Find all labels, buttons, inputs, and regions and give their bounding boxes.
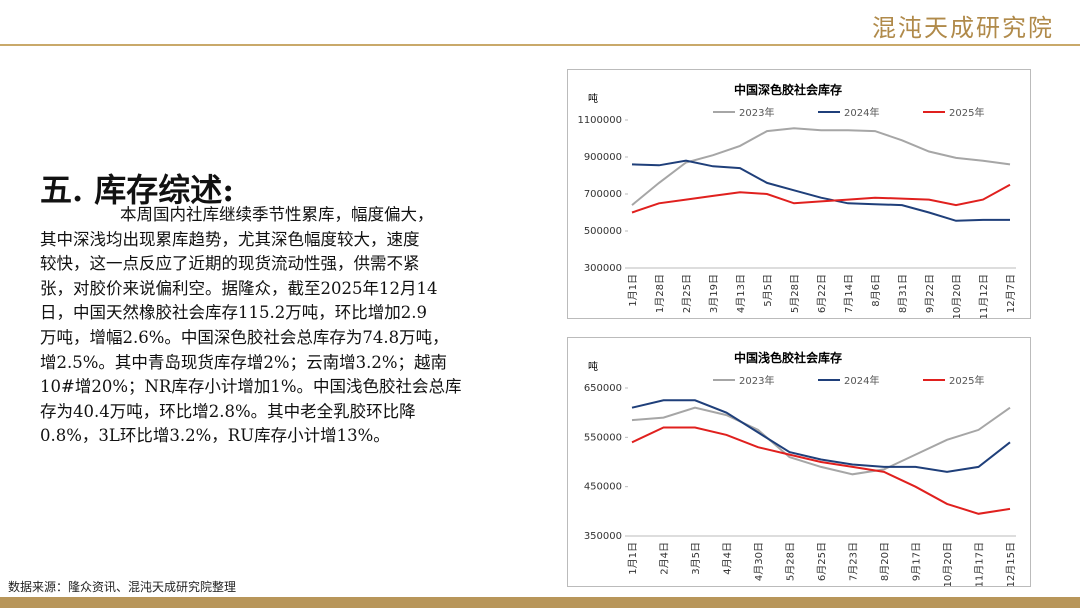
x-tick-label: 1月1日: [627, 274, 639, 307]
x-tick-label: 7月23日: [848, 542, 860, 581]
body-line: 较快，这一点反应了近期的现货流动性强，供需不紧: [40, 254, 420, 274]
x-tick-label: 10月20日: [942, 542, 954, 586]
logo: 混沌天成研究院: [872, 14, 1054, 42]
x-tick-label: 2月25日: [681, 274, 693, 313]
section-title: 五. 库存综述:: [40, 171, 235, 209]
header-line: [0, 44, 1080, 46]
body-line: 增2.5%。其中青岛现货库存增2%；云南增3.2%；越南: [40, 352, 448, 372]
source-note: 数据来源：隆众资讯、混沌天成研究院整理: [8, 580, 237, 594]
x-tick-label: 6月25日: [816, 542, 828, 581]
y-tick-label: 900000: [584, 152, 622, 163]
y-axis-label: 吨: [588, 360, 598, 373]
x-tick-label: 5月5日: [762, 274, 774, 307]
x-tick-label: 3月19日: [708, 274, 720, 313]
x-tick-label: 7月14日: [843, 274, 855, 313]
y-tick-label: 350000: [584, 531, 622, 542]
x-tick-label: 12月15日: [1005, 542, 1017, 586]
legend-label: 2025年: [949, 106, 984, 119]
x-tick-label: 11月17日: [974, 542, 986, 586]
x-tick-label: 4月13日: [735, 274, 747, 313]
y-tick-label: 500000: [584, 226, 622, 237]
x-tick-label: 8月20日: [879, 542, 891, 581]
x-tick-label: 9月17日: [911, 542, 923, 581]
series-line: [631, 127, 1011, 206]
chart-title: 中国深色胶社会库存: [734, 82, 842, 97]
chart-box: 中国深色胶社会库存吨 2023年 2024年 2025年 300000 500000 700…: [567, 69, 1031, 319]
y-tick-label: 1100000: [577, 115, 622, 126]
chart-box: 中国浅色胶社会库存吨 2023年 2024年 2025年 350000 450000 550…: [567, 337, 1031, 587]
series-line: [631, 426, 1011, 515]
x-tick-label: 8月31日: [897, 274, 909, 313]
x-tick-label: 4月4日: [722, 542, 734, 575]
chart-title: 中国浅色胶社会库存: [734, 350, 842, 365]
x-tick-label: 9月22日: [924, 274, 936, 313]
body-line: 其中深浅均出现累库趋势，尤其深色幅度较大，速度: [40, 229, 420, 249]
body-line: 万吨，增幅2.6%。中国深色胶社会总库存为74.8万吨，: [40, 327, 449, 347]
y-tick-label: 300000: [584, 263, 622, 274]
x-tick-label: 1月1日: [627, 542, 639, 575]
legend-label: 2023年: [739, 106, 774, 119]
series-line: [631, 406, 1011, 476]
footer-bar: [0, 597, 1080, 608]
legend-label: 2025年: [949, 374, 984, 387]
x-tick-label: 12月7日: [1005, 274, 1017, 313]
series-line: [631, 399, 1011, 473]
y-tick-label: 450000: [584, 482, 622, 493]
x-tick-label: 3月5日: [690, 542, 702, 575]
body-line: 10#增20%；NR库存小计增加1%。中国浅色胶社会总库: [40, 377, 462, 397]
body-line: 日，中国天然橡胶社会库存115.2万吨，环比增加2.9: [40, 303, 427, 323]
body-line: 张，对胶价来说偏利空。据隆众，截至2025年12月14: [40, 278, 438, 298]
body-line: 存为40.4万吨，环比增2.8%。其中老全乳胶环比降: [40, 401, 416, 421]
x-tick-label: 6月22日: [816, 274, 828, 313]
body-line: 本周国内社库继续季节性累库，幅度偏大，: [120, 205, 434, 224]
x-tick-label: 1月28日: [654, 274, 666, 313]
x-tick-label: 4月30日: [753, 542, 765, 581]
legend-label: 2023年: [739, 374, 774, 387]
body-line: 0.8%，3L环比增3.2%，RU库存小计增13%。: [40, 426, 390, 446]
legend-label: 2024年: [844, 106, 879, 119]
series-line: [631, 183, 1011, 214]
x-tick-label: 8月6日: [870, 274, 882, 307]
x-tick-label: 2月4日: [659, 542, 671, 575]
y-axis-label: 吨: [588, 92, 598, 105]
y-tick-label: 700000: [584, 189, 622, 200]
y-tick-label: 550000: [584, 432, 622, 443]
legend-label: 2024年: [844, 374, 879, 387]
series-line: [631, 159, 1010, 222]
x-tick-label: 5月28日: [785, 542, 797, 581]
x-tick-label: 10月20日: [951, 274, 963, 318]
x-tick-label: 11月12日: [978, 274, 990, 318]
x-tick-label: 5月28日: [789, 274, 801, 313]
y-tick-label: 650000: [584, 383, 622, 394]
section-body: 本周国内社库继续季节性累库，幅度偏大， 其中深浅均出现累库趋势，尤其深色幅度较大，…: [40, 203, 540, 449]
